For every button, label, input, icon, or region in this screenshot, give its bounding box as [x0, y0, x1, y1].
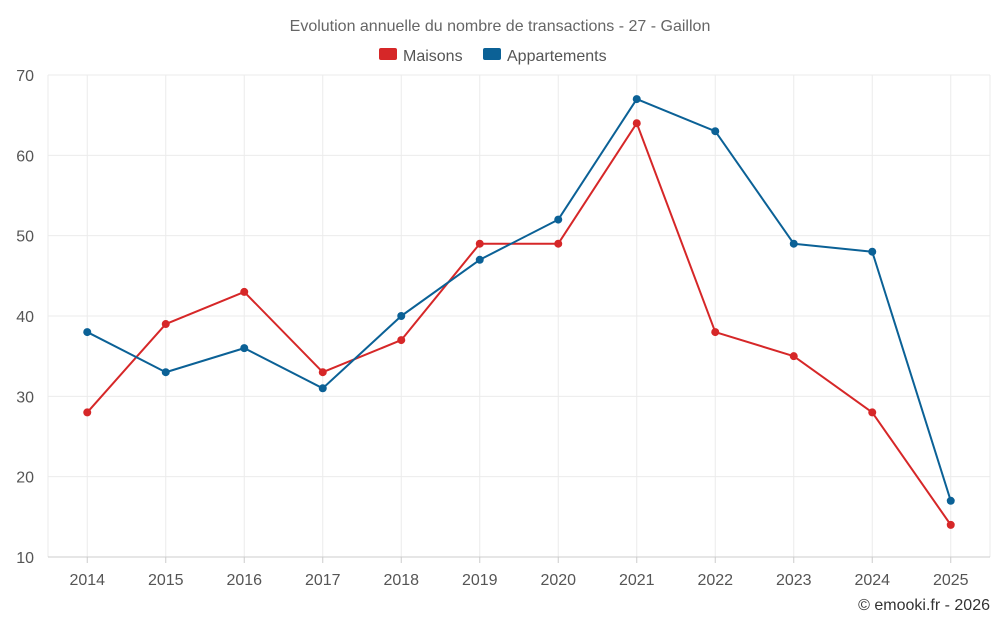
data-point-appartements-2022[interactable]	[711, 127, 720, 136]
chart-title: Evolution annuelle du nombre de transact…	[290, 18, 711, 35]
data-point-maisons-2019[interactable]	[475, 239, 484, 248]
y-tick-label: 70	[16, 68, 34, 85]
y-tick-label: 10	[16, 550, 34, 567]
y-tick-label: 50	[16, 229, 34, 246]
legend-item-appartements[interactable]: Appartements	[483, 48, 607, 65]
data-point-appartements-2023[interactable]	[789, 239, 798, 248]
y-tick-label: 40	[16, 309, 34, 326]
credit-text: © emooki.fr - 2026	[858, 597, 990, 614]
y-tick-label: 60	[16, 148, 34, 165]
data-point-appartements-2024[interactable]	[868, 247, 877, 256]
data-point-maisons-2025[interactable]	[946, 520, 955, 529]
data-point-maisons-2021[interactable]	[632, 119, 641, 128]
data-point-appartements-2017[interactable]	[318, 384, 327, 393]
series-appartements	[83, 95, 955, 505]
x-tick-label: 2023	[776, 572, 812, 589]
data-point-maisons-2022[interactable]	[711, 328, 720, 337]
x-tick-label: 2024	[854, 572, 890, 589]
x-tick-label: 2022	[697, 572, 733, 589]
x-tick-label: 2019	[462, 572, 498, 589]
data-point-appartements-2020[interactable]	[554, 215, 563, 224]
data-point-appartements-2021[interactable]	[632, 95, 641, 104]
data-point-appartements-2018[interactable]	[397, 312, 406, 320]
data-point-appartements-2014[interactable]	[83, 328, 92, 337]
data-point-maisons-2016[interactable]	[240, 287, 249, 296]
y-tick-label: 30	[16, 389, 34, 406]
data-point-maisons-2017[interactable]	[318, 368, 327, 377]
y-tick-label: 20	[16, 470, 34, 487]
data-point-appartements-2019[interactable]	[475, 255, 484, 264]
data-point-appartements-2015[interactable]	[161, 368, 170, 377]
data-point-maisons-2020[interactable]	[554, 239, 563, 248]
data-point-maisons-2014[interactable]	[83, 408, 92, 417]
x-tick-label: 2016	[226, 572, 262, 589]
x-tick-label: 2017	[305, 572, 341, 589]
y-axis: 10 20 30 40 50 60 70	[16, 68, 34, 567]
legend: Maisons Appartements	[379, 48, 607, 65]
legend-swatch-appartements	[483, 48, 501, 60]
legend-item-maisons[interactable]: Maisons	[379, 48, 463, 65]
series-line-appartements	[86, 98, 952, 502]
legend-label-maisons: Maisons	[403, 48, 463, 65]
x-tick-label: 2018	[383, 572, 419, 589]
series-line-maisons	[86, 122, 952, 526]
x-axis: 2014 2015 2016 2017 2018 2019 2020 2021 2022 2023…	[48, 556, 990, 589]
x-tick-label: 2020	[540, 572, 576, 589]
series-maisons	[83, 119, 955, 529]
data-point-maisons-2024[interactable]	[868, 408, 877, 417]
legend-swatch-maisons	[379, 48, 397, 60]
legend-label-appartements: Appartements	[507, 48, 607, 65]
series	[83, 95, 955, 529]
data-point-appartements-2025[interactable]	[946, 496, 955, 505]
x-tick-label: 2014	[69, 572, 105, 589]
x-tick-label: 2015	[148, 572, 184, 589]
data-point-appartements-2016[interactable]	[240, 344, 249, 353]
x-tick-label: 2021	[619, 572, 655, 589]
x-tick-label: 2025	[933, 572, 969, 589]
data-point-maisons-2023[interactable]	[789, 352, 798, 361]
data-point-maisons-2015[interactable]	[161, 320, 170, 329]
grid	[47, 74, 991, 558]
data-point-maisons-2018[interactable]	[397, 336, 406, 345]
